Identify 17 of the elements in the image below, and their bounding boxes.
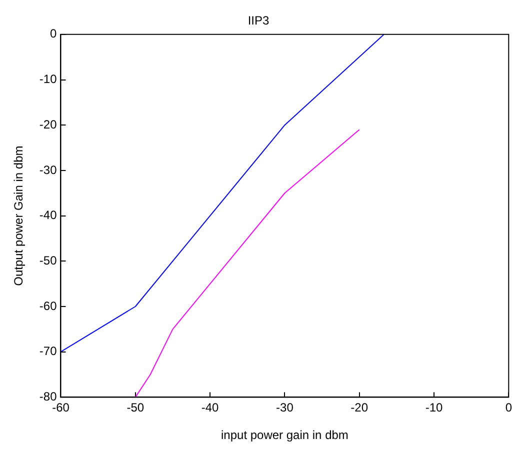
y-tick-label: -40 [39, 208, 58, 222]
x-tick-label: -40 [201, 400, 220, 415]
y-tick-label: -20 [39, 117, 58, 132]
x-axis-title: input power gain in dbm [220, 428, 348, 442]
chart-title: IIP3 [248, 14, 270, 28]
y-axis-title: Output power Gain in dbm [12, 146, 26, 286]
x-tick-label: -30 [276, 400, 294, 415]
y-tick-label: -30 [39, 162, 58, 177]
x-tick-label: -20 [350, 400, 368, 415]
y-tick-label: -10 [39, 72, 58, 86]
y-tick-label: -60 [39, 298, 58, 313]
x-tick-label: 0 [505, 400, 512, 415]
x-tick-label: -50 [126, 400, 144, 415]
y-tick-label: -50 [39, 253, 58, 268]
y-tick-label: 0 [50, 26, 58, 41]
x-tick-label: -10 [425, 400, 444, 415]
y-tick-label: -70 [39, 344, 58, 358]
